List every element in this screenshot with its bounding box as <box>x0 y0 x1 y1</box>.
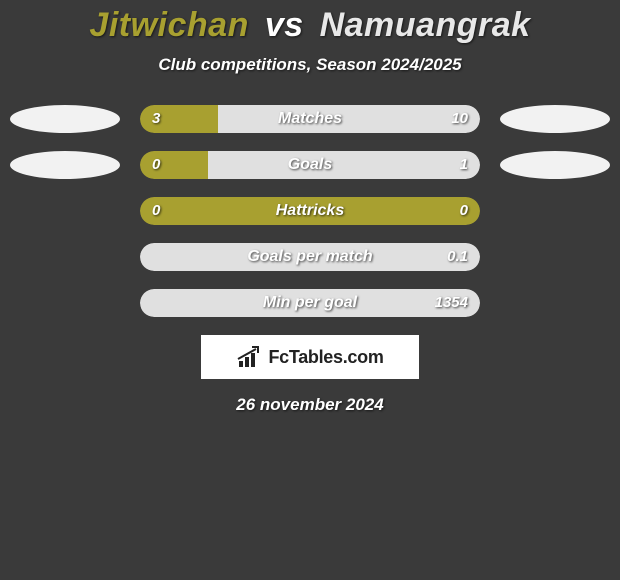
stat-bar: 01Goals <box>140 151 480 179</box>
title-vs: vs <box>259 6 310 44</box>
bar-chart-arrow-icon <box>236 345 264 369</box>
stat-row: 0.1Goals per match <box>0 243 620 271</box>
footer-date: 26 november 2024 <box>0 395 620 415</box>
stat-label: Hattricks <box>140 197 480 225</box>
logo-box: FcTables.com <box>201 335 419 379</box>
stat-bar: 00Hattricks <box>140 197 480 225</box>
stat-row: 1354Min per goal <box>0 289 620 317</box>
comparison-bars: 310Matches 01Goals 00Hattricks 0.1Goals per… <box>0 105 620 317</box>
stat-label: Min per goal <box>140 289 480 317</box>
title-player2: Namuangrak <box>320 6 531 44</box>
stat-row: 01Goals <box>0 151 620 179</box>
subtitle: Club competitions, Season 2024/2025 <box>0 55 620 75</box>
logo-text: FcTables.com <box>268 347 383 368</box>
stat-row: 310Matches <box>0 105 620 133</box>
player2-ellipse-icon <box>500 151 610 179</box>
stat-bar: 310Matches <box>140 105 480 133</box>
player1-ellipse-icon <box>10 105 120 133</box>
player1-ellipse-icon <box>10 151 120 179</box>
page-title: Jitwichan vs Namuangrak <box>0 6 620 45</box>
comparison-infographic: Jitwichan vs Namuangrak Club competition… <box>0 0 620 415</box>
stat-row: 00Hattricks <box>0 197 620 225</box>
stat-label: Goals <box>140 151 480 179</box>
stat-label: Goals per match <box>140 243 480 271</box>
stat-bar: 0.1Goals per match <box>140 243 480 271</box>
player2-ellipse-icon <box>500 105 610 133</box>
title-player1: Jitwichan <box>89 6 248 44</box>
stat-label: Matches <box>140 105 480 133</box>
stat-bar: 1354Min per goal <box>140 289 480 317</box>
